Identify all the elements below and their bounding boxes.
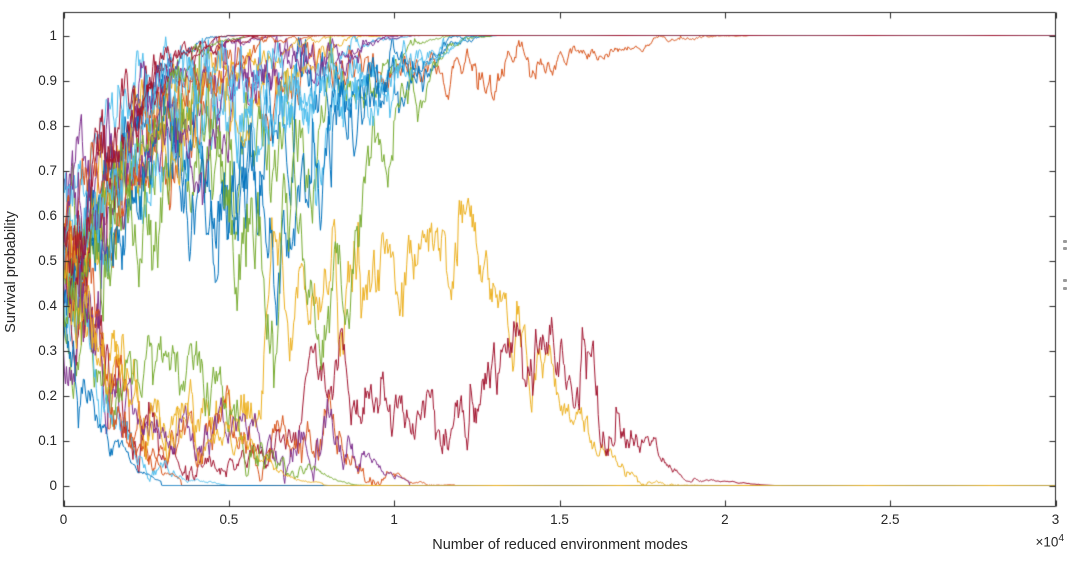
clipped-text-fragment — [1063, 240, 1067, 243]
multiplier-exponent-text: 4 — [1058, 533, 1064, 544]
y-tick-label: 0.5 — [38, 252, 57, 268]
y-tick-label: 0.3 — [38, 342, 57, 358]
clipped-text-fragment — [1063, 287, 1067, 290]
y-tick-label: 0.1 — [38, 432, 57, 448]
x-tick-label: 1.5 — [550, 512, 569, 527]
y-tick-label: 0.7 — [38, 162, 57, 178]
x-tick-label: 0.5 — [219, 512, 239, 527]
y-tick-label: 0.2 — [38, 387, 57, 403]
x-tick-label: 2 — [721, 512, 729, 527]
y-tick-label: 1 — [49, 27, 57, 43]
y-tick-label: 0 — [49, 477, 57, 493]
y-tick-label: 0.9 — [38, 72, 57, 88]
x-tick-label: 2.5 — [880, 512, 900, 527]
y-tick-label: 0.6 — [38, 207, 57, 223]
clipped-text-fragment — [1063, 247, 1067, 250]
multiplier-base-text: ×10 — [1035, 534, 1059, 550]
y-axis-label: Survival probability — [3, 211, 19, 333]
clipped-text-fragment — [1063, 279, 1067, 282]
x-tick-label: 3 — [1051, 512, 1060, 527]
y-tick-label: 0.4 — [38, 297, 57, 313]
y-tick-label: 0.8 — [38, 117, 57, 133]
x-axis-label: Number of reduced environment modes — [432, 537, 688, 553]
x-tick-label: 0 — [59, 512, 68, 527]
x-tick-label: 1 — [390, 512, 398, 527]
x-axis-exponent-multiplier: ×104 — [1036, 533, 1064, 550]
